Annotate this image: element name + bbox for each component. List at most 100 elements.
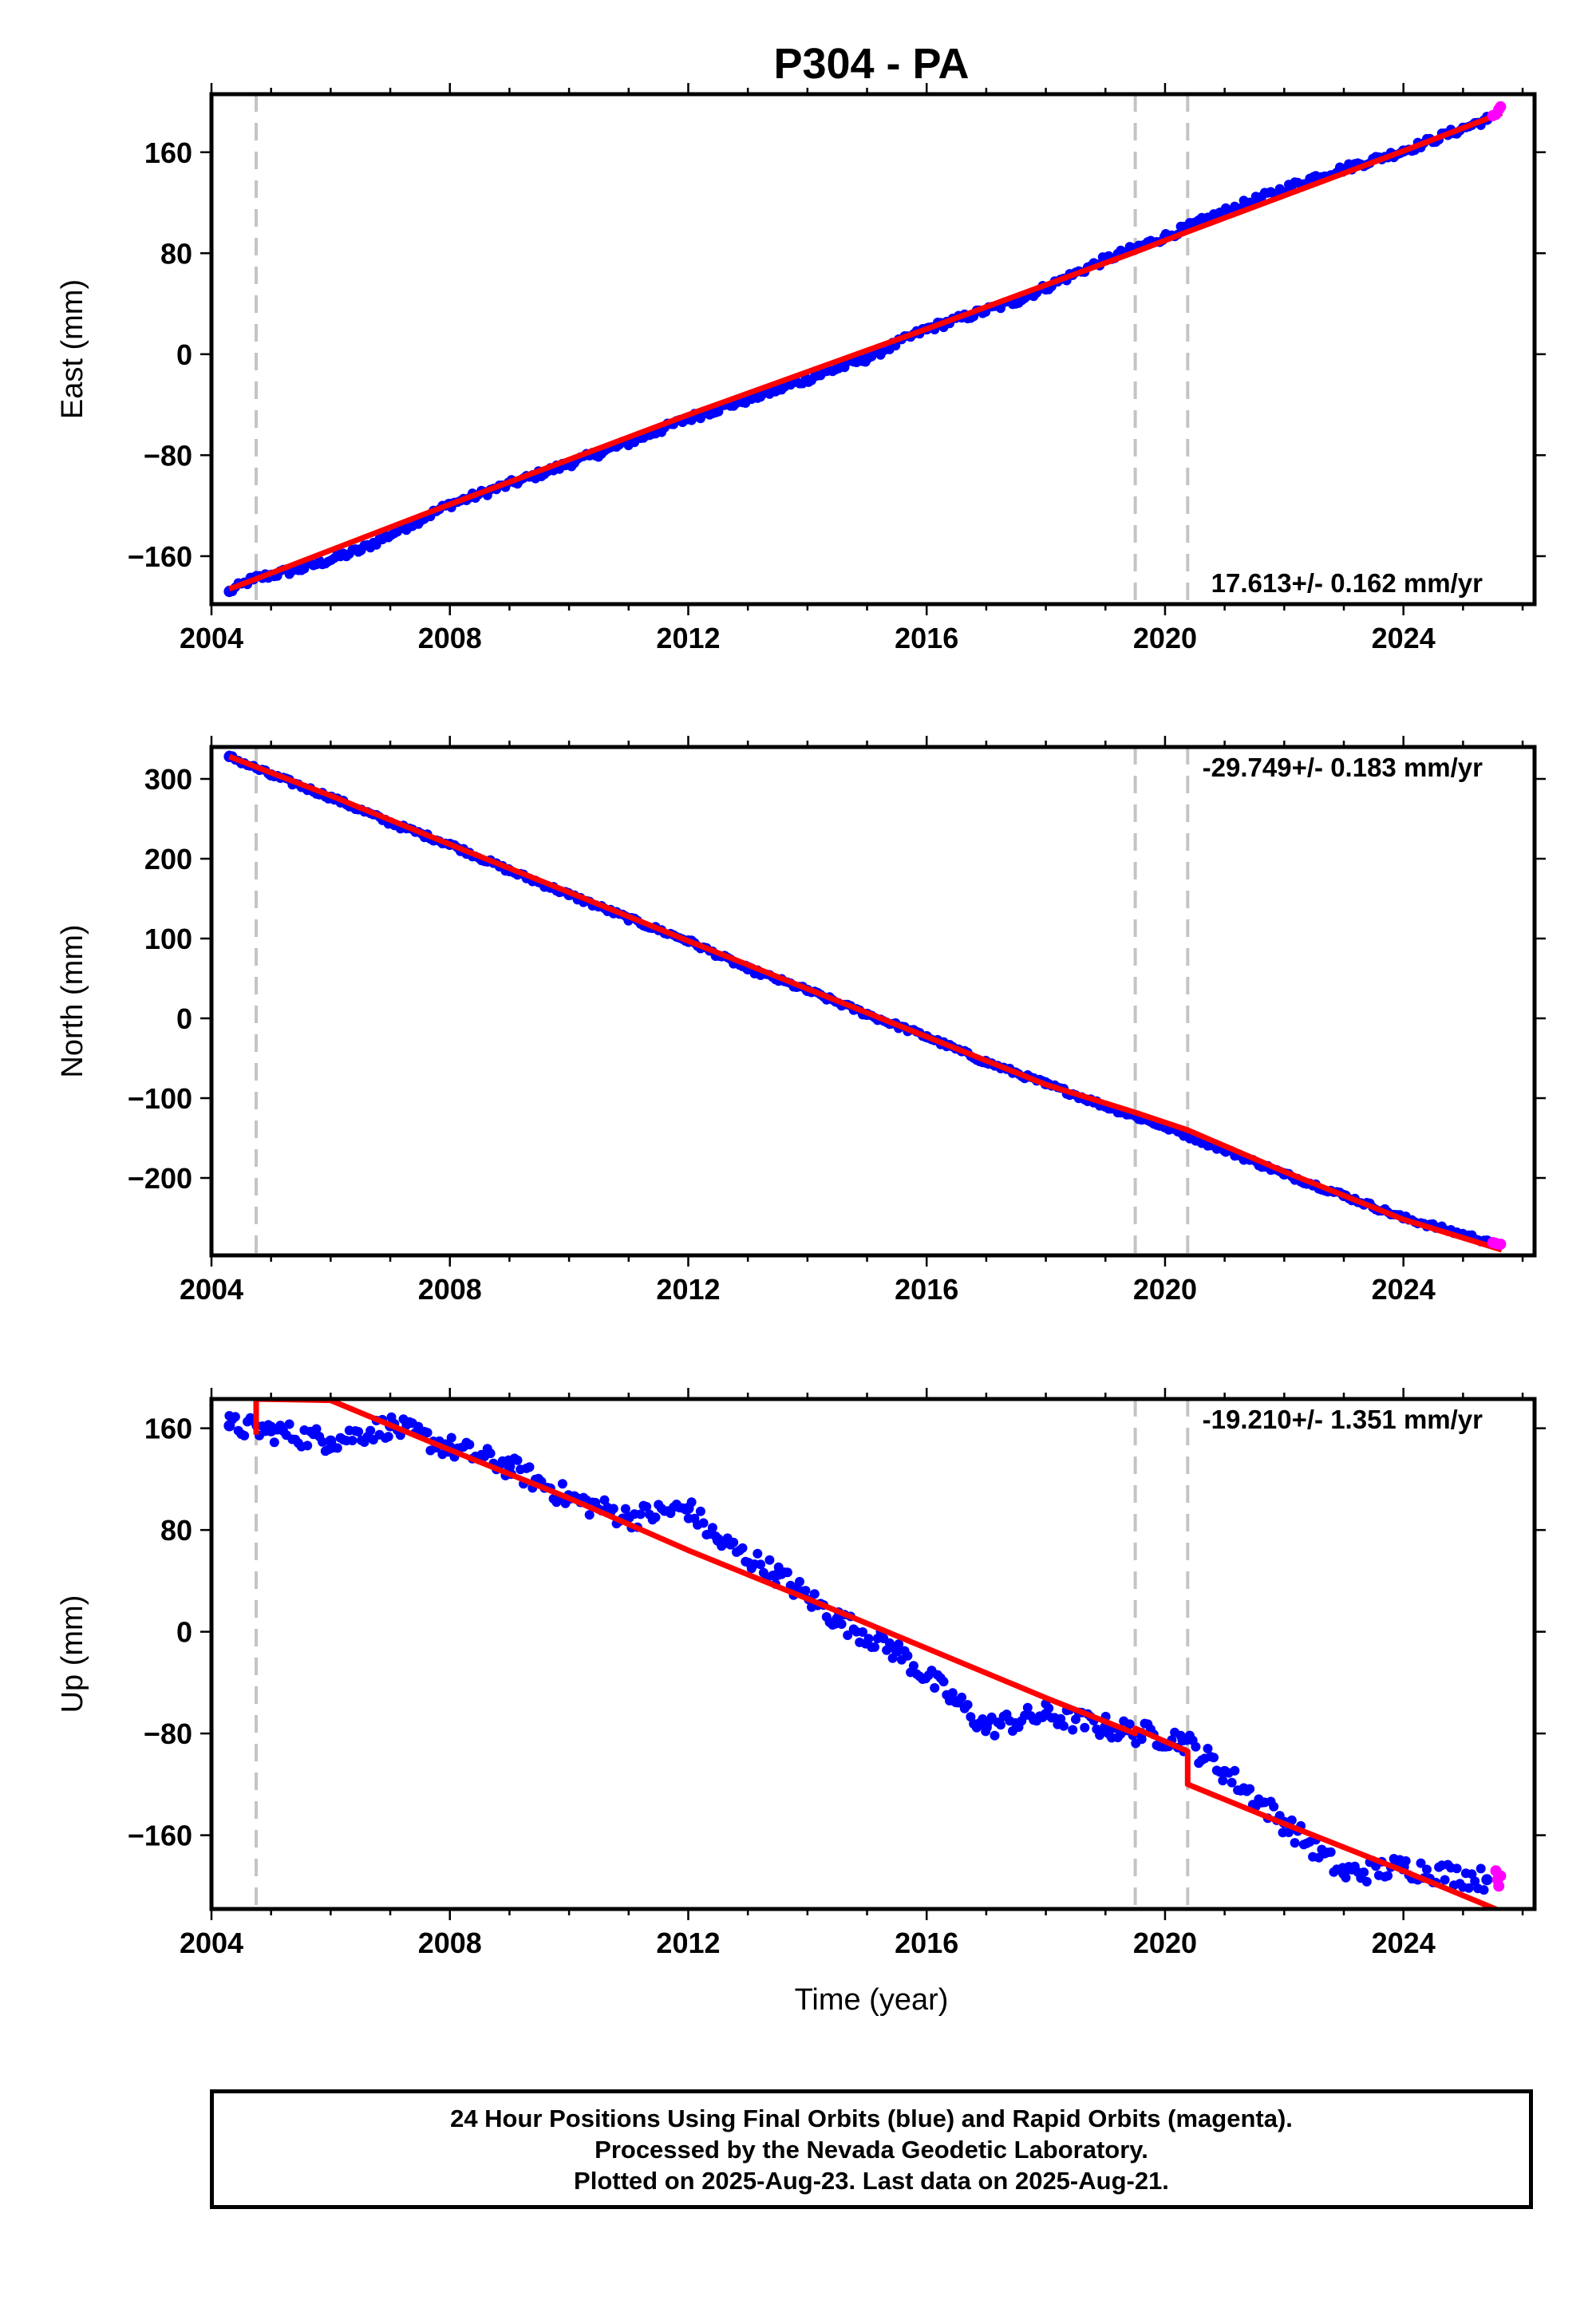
- x-tick-label: 2012: [656, 1273, 720, 1306]
- x-tick-label: 2016: [895, 1273, 958, 1306]
- y-axis-label-north: North (mm): [56, 924, 89, 1077]
- y-tick-label: 0: [176, 1616, 192, 1649]
- final-orbit-point: [1269, 1801, 1279, 1812]
- y-tick-label: 0: [176, 1002, 192, 1035]
- y-axis-label-east: East (mm): [56, 279, 89, 419]
- final-orbit-point: [772, 384, 784, 396]
- final-orbit-point: [365, 1425, 376, 1436]
- final-orbit-point: [608, 1504, 618, 1514]
- velocity-label-east: 17.613+/- 0.162 mm/yr: [1211, 568, 1483, 598]
- final-orbit-point: [347, 1436, 358, 1445]
- final-orbit-point: [947, 1688, 958, 1698]
- final-orbit-point: [962, 1700, 973, 1710]
- x-tick-label: 2012: [656, 622, 720, 654]
- model-line-east: [228, 110, 1503, 592]
- final-orbit-point: [698, 1518, 709, 1528]
- processing-note-line-1: 24 Hour Positions Using Final Orbits (bl…: [450, 2104, 1293, 2132]
- processing-note-box: 24 Hour Positions Using Final Orbits (bl…: [210, 2089, 1533, 2209]
- final-orbit-point: [861, 352, 873, 364]
- final-orbit-point: [682, 1503, 694, 1514]
- y-tick-label: −80: [144, 1717, 192, 1750]
- x-tick-label: 2020: [1133, 622, 1197, 654]
- final-orbit-point: [223, 1420, 235, 1432]
- plot-area-up: [223, 1399, 1507, 1909]
- y-tick-label: 200: [144, 843, 192, 875]
- final-orbit-point: [354, 1427, 364, 1437]
- final-orbit-point: [990, 1730, 1000, 1741]
- final-orbit-point: [996, 1720, 1005, 1730]
- plot-area-north: [223, 747, 1507, 1255]
- final-orbit-point: [1476, 1863, 1486, 1874]
- panel-east: 2004 2008 2012 2016 2020 2024 −160 −80 0 80 160 Eas…: [56, 83, 1546, 654]
- model-line-up: [253, 1399, 1503, 1909]
- processing-note-line-2: Processed by the Nevada Geodetic Laborat…: [595, 2135, 1148, 2164]
- final-orbit-point: [729, 1537, 739, 1547]
- final-orbit-point: [695, 1506, 705, 1516]
- y-tick-label: 0: [176, 338, 192, 371]
- final-orbit-point: [354, 544, 366, 555]
- final-orbit-point: [1440, 1875, 1450, 1885]
- final-orbit-point: [903, 1650, 913, 1661]
- final-orbit-point: [1479, 1885, 1489, 1895]
- x-tick-label: 2020: [1133, 1927, 1197, 1959]
- final-orbit-point: [512, 1455, 523, 1465]
- final-orbit-point: [1416, 1858, 1426, 1868]
- final-orbit-point: [302, 1441, 313, 1451]
- final-orbit-point: [737, 1543, 748, 1553]
- final-orbit-point: [863, 1634, 874, 1644]
- x-tick-label: 2024: [1372, 622, 1436, 654]
- final-orbit-point: [832, 1613, 843, 1625]
- y-tick-label: −160: [128, 1820, 192, 1852]
- final-orbit-point: [295, 563, 306, 575]
- y-tick-label: −160: [128, 540, 192, 573]
- final-orbit-point: [809, 1589, 820, 1599]
- panel-north: 2004 2008 2012 2016 2020 2024 −200 −100 0 100 200 3…: [56, 736, 1546, 1306]
- final-orbit-point: [557, 1479, 567, 1489]
- final-orbit-point: [1452, 1863, 1462, 1874]
- velocity-label-up: -19.210+/- 1.351 mm/yr: [1203, 1405, 1483, 1434]
- rapid-orbit-point: [1495, 1870, 1507, 1882]
- final-orbit-point: [1338, 1867, 1349, 1879]
- x-tick-label: 2020: [1133, 1273, 1197, 1306]
- final-orbit-point: [884, 1638, 895, 1648]
- final-orbit-point: [938, 1677, 949, 1687]
- final-orbit-point: [635, 1509, 646, 1520]
- x-tick-label: 2024: [1372, 1927, 1436, 1959]
- final-orbit-point: [795, 1576, 804, 1587]
- velocity-label-north: -29.749+/- 0.183 mm/yr: [1203, 753, 1483, 782]
- y-tick-label: −100: [128, 1082, 192, 1115]
- final-orbit-point: [753, 1548, 763, 1559]
- x-tick-label: 2008: [418, 1273, 482, 1306]
- x-tick-label: 2008: [418, 1927, 482, 1959]
- final-orbit-point: [707, 1523, 717, 1533]
- y-tick-label: 80: [160, 237, 192, 270]
- final-orbit-point: [930, 1683, 940, 1693]
- final-orbit-point: [504, 1460, 516, 1472]
- final-orbit-point: [772, 1568, 784, 1580]
- y-tick-label: 160: [144, 136, 192, 169]
- rapid-orbit-point: [1495, 1239, 1507, 1250]
- x-tick-label: 2004: [180, 1273, 243, 1306]
- final-orbit-point: [325, 1435, 337, 1447]
- final-orbit-point: [908, 1661, 918, 1671]
- final-orbit-point: [311, 1424, 322, 1434]
- final-orbit-point: [1290, 1838, 1300, 1848]
- final-orbit-point: [1080, 1722, 1090, 1733]
- y-tick-label: 160: [144, 1413, 192, 1445]
- x-tick-label: 2016: [895, 622, 958, 654]
- final-orbit-point: [1191, 1741, 1201, 1752]
- final-orbit-point: [1040, 1709, 1052, 1721]
- y-tick-label: 300: [144, 763, 192, 796]
- x-tick-label: 2004: [180, 622, 243, 654]
- rapid-orbit-point: [1493, 1880, 1505, 1892]
- final-orbit-point: [843, 1630, 853, 1640]
- x-axis-label: Time (year): [795, 1983, 949, 2017]
- rapid-orbit-point: [1495, 101, 1507, 113]
- final-orbit-point: [332, 1443, 342, 1453]
- final-orbit-point: [1470, 1876, 1480, 1887]
- final-orbit-point: [524, 1462, 535, 1472]
- final-orbit-point: [1218, 1776, 1228, 1786]
- y-tick-label: 100: [144, 923, 192, 955]
- y-tick-label: −200: [128, 1162, 192, 1195]
